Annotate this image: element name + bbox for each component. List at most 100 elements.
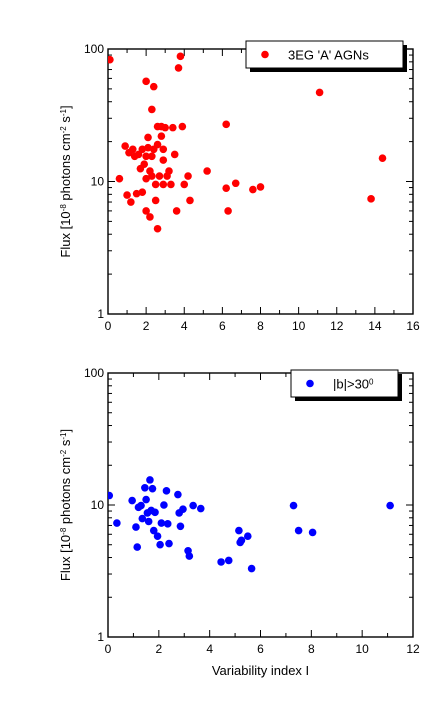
data-point [140, 160, 149, 169]
data-point [153, 140, 162, 149]
legend: 3EG 'A' AGNs [245, 40, 407, 72]
data-point [159, 156, 168, 164]
data-point [378, 154, 387, 162]
data-point [256, 183, 265, 191]
data-points [108, 52, 387, 233]
data-point [167, 180, 175, 189]
data-point [142, 174, 150, 183]
x-tick-label: 8 [308, 642, 315, 656]
data-point [174, 490, 182, 499]
y-tick-label: 1 [97, 630, 104, 644]
data-point [141, 483, 149, 492]
data-point [176, 522, 185, 531]
data-point [123, 191, 131, 199]
data-point [249, 185, 257, 194]
data-point [185, 552, 194, 560]
x-tick-label: 14 [368, 319, 382, 333]
data-points [108, 476, 394, 573]
data-point [144, 133, 152, 142]
plot-frame [107, 372, 414, 638]
x-tick-label: 12 [330, 319, 344, 333]
data-point [138, 188, 147, 197]
data-point [294, 526, 303, 535]
data-point [174, 64, 183, 72]
y-tick-label: 100 [84, 42, 104, 56]
data-point [149, 82, 158, 91]
data-point [172, 207, 181, 215]
data-point [184, 172, 192, 180]
data-point [243, 532, 252, 541]
y-tick-label: 1 [97, 307, 104, 321]
data-point [142, 152, 150, 161]
data-point [235, 526, 243, 535]
data-point [149, 526, 158, 535]
x-tick-label: 10 [292, 319, 306, 333]
legend-label: 3EG 'A' AGNs [288, 48, 369, 63]
x-tick-label: 0 [105, 642, 112, 656]
data-point [237, 536, 246, 545]
data-point [128, 145, 137, 154]
data-point [127, 198, 135, 206]
data-point [176, 52, 185, 61]
x-tick-label: 2 [155, 642, 162, 656]
data-point [179, 505, 187, 513]
data-point [178, 122, 187, 131]
data-point [165, 167, 173, 175]
x-tick-label: 16 [406, 319, 420, 333]
data-point [224, 556, 233, 565]
data-point [148, 105, 156, 114]
data-point [132, 523, 140, 531]
data-point [142, 77, 150, 86]
data-point [151, 180, 160, 189]
data-point [162, 487, 171, 495]
legend-marker [261, 50, 269, 59]
x-tick-label: 6 [257, 642, 264, 656]
data-point [148, 484, 157, 493]
data-point [133, 543, 142, 551]
data-point [367, 195, 375, 203]
top-panel: 0 2 4 6 8 10 12 14 16 1 10 100 Flux [10-8 photons cm… [58, 40, 420, 333]
data-point [163, 520, 172, 528]
data-point [203, 167, 211, 175]
data-point [224, 207, 232, 215]
data-point [222, 184, 230, 193]
data-point [146, 476, 154, 484]
data-point [196, 504, 205, 513]
data-point [121, 142, 129, 150]
x-tick-label: 8 [257, 319, 264, 333]
x-tick-label: 12 [406, 642, 420, 656]
data-point [155, 172, 164, 180]
data-point [148, 172, 156, 180]
x-tick-label: 4 [181, 319, 188, 333]
data-point [161, 123, 169, 132]
data-point [159, 180, 168, 189]
bottom-panel: 0 2 4 6 8 10 12 1 10 100 Flux [10-8 photons cm-2 s… [58, 366, 420, 678]
y-axis-label: Flux [10-8 photons cm-2 s-1] [58, 429, 73, 581]
legend-marker [306, 379, 314, 388]
x-tick-label: 6 [219, 319, 226, 333]
data-point [153, 224, 162, 233]
data-point [180, 180, 189, 189]
data-point [165, 539, 173, 548]
data-point [160, 501, 168, 509]
data-point [151, 508, 159, 517]
data-point [151, 196, 160, 205]
data-point [169, 123, 177, 132]
data-point [144, 143, 152, 152]
x-tick-label: 4 [206, 642, 213, 656]
legend-box [245, 40, 404, 69]
data-point [108, 491, 114, 500]
data-point [138, 145, 147, 154]
data-point [142, 207, 150, 215]
data-point [386, 501, 394, 510]
x-tick-label: 10 [355, 642, 369, 656]
data-point [132, 189, 141, 198]
y-axis-label: Flux [10-8 photons cm-2 s-1] [58, 105, 73, 257]
data-point [157, 132, 166, 140]
data-point [159, 145, 168, 154]
data-point [144, 517, 153, 526]
data-point [217, 558, 225, 566]
data-point [115, 174, 124, 183]
x-tick-label: 0 [105, 319, 112, 333]
